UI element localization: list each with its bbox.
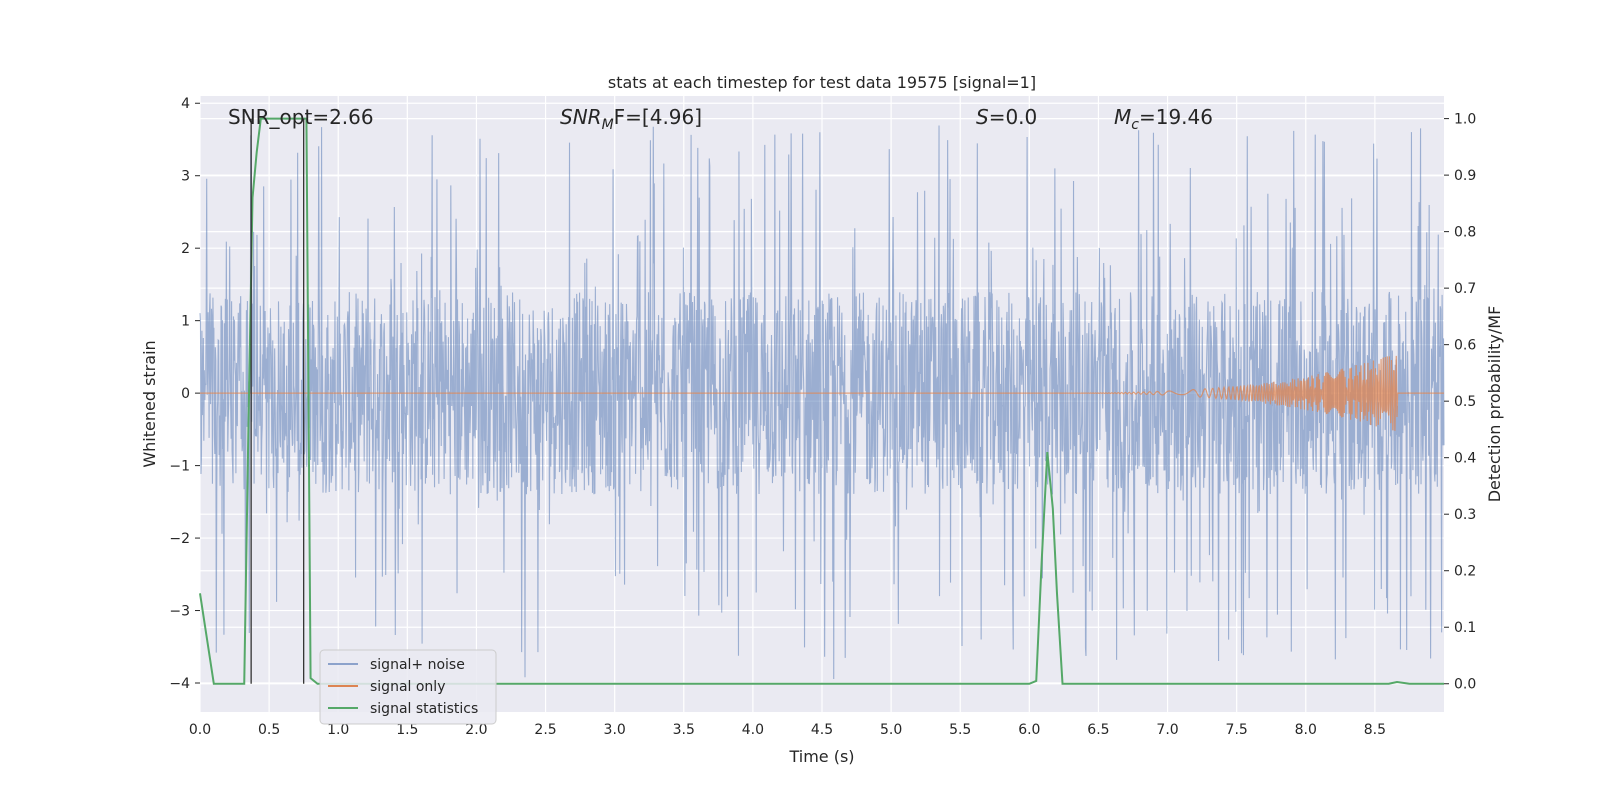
annotation-snr-opt: SNR_opt=2.66 — [228, 105, 374, 129]
x-tick-label: 6.5 — [1087, 722, 1109, 738]
y-tick-label: 4 — [181, 96, 190, 112]
x-tick-label: 7.5 — [1226, 722, 1248, 738]
y2-tick-label: 0.9 — [1454, 168, 1476, 184]
annotation-s-rest: =0.0 — [989, 105, 1038, 129]
series-signal-noise-line — [199, 125, 1445, 680]
y-tick-label: −2 — [169, 531, 190, 547]
annotation-snr-mf-rest: F=[4.96] — [614, 105, 702, 129]
x-tick-label: 8.5 — [1364, 722, 1386, 738]
legend-label-signal-only: signal only — [370, 679, 445, 695]
y2-tick-label: 0.8 — [1454, 225, 1476, 241]
series-signal-only-line — [200, 355, 1444, 431]
vertical-markers — [250, 118, 305, 684]
legend: signal+ noise signal only signal statist… — [319, 649, 497, 725]
x-tick-label: 2.0 — [465, 722, 487, 738]
annotation-mc-sub: c — [1131, 117, 1139, 133]
annotation-snr-mf-base: SNR — [560, 105, 602, 129]
annotation-mc-var: M — [1114, 105, 1131, 129]
legend-label-signal-statistics: signal statistics — [370, 701, 478, 717]
x-tick-label: 7.0 — [1156, 722, 1178, 738]
x-tick-label: 8.0 — [1295, 722, 1317, 738]
y-tick-label: 0 — [181, 386, 190, 402]
x-tick-label: 5.0 — [880, 722, 902, 738]
y2-tick-label: 0.6 — [1454, 338, 1476, 354]
y2-tick-label: 0.1 — [1454, 620, 1476, 636]
x-axis-label: Time (s) — [788, 747, 854, 766]
y2-tick-label: 0.0 — [1454, 677, 1476, 693]
y2-axis-label: Detection probability/MF — [1485, 306, 1504, 503]
annotation-mc-rest: =19.46 — [1139, 105, 1213, 129]
series-layer — [199, 117, 1445, 685]
y2-tick-label: 0.4 — [1454, 451, 1476, 467]
y2-tick-label: 0.3 — [1454, 507, 1476, 523]
annotation-snr-mf-sub: M — [602, 117, 614, 133]
x-tick-label: 0.5 — [258, 722, 280, 738]
x-tick-label: 1.0 — [327, 722, 349, 738]
chart-title: stats at each timestep for test data 195… — [608, 73, 1036, 92]
y2-tick-labels: 1.0 0.9 0.8 0.7 0.6 0.5 0.4 0.3 0.2 0.1 0.0 — [1444, 112, 1476, 693]
x-tick-labels: 0.0 0.5 1.0 1.5 2.0 2.5 3.0 3.5 4.0 4.5 5.0 5.5 6.0 6… — [189, 722, 1386, 738]
annotation-mc: Mc=19.46 — [1114, 105, 1213, 133]
y-tick-label: −3 — [169, 604, 190, 620]
x-tick-label: 2.5 — [534, 722, 556, 738]
y2-tick-label: 0.7 — [1454, 281, 1476, 297]
x-tick-label: 0.0 — [189, 722, 211, 738]
x-tick-label: 4.0 — [742, 722, 764, 738]
x-tick-label: 5.5 — [949, 722, 971, 738]
y-tick-label: 1 — [181, 314, 190, 330]
x-tick-label: 4.5 — [811, 722, 833, 738]
y-tick-label: −1 — [169, 459, 190, 475]
y-tick-labels: 4 3 2 1 0 −1 −2 −3 −4 — [169, 96, 200, 692]
y-tick-label: 3 — [181, 169, 190, 185]
annotation-s-var: S — [976, 105, 989, 129]
legend-box — [319, 649, 497, 725]
x-tick-label: 3.0 — [604, 722, 626, 738]
y-axis-label: Whitened strain — [140, 340, 159, 467]
y2-tick-label: 1.0 — [1454, 112, 1476, 128]
x-tick-label: 3.5 — [673, 722, 695, 738]
y-tick-label: −4 — [169, 676, 190, 692]
annotation-snr-mf: SNRMF=[4.96] — [560, 105, 702, 133]
series-signal-statistics-line — [199, 117, 1444, 685]
annotation-s: S=0.0 — [976, 105, 1037, 129]
x-tick-label: 1.5 — [396, 722, 418, 738]
y2-tick-label: 0.2 — [1454, 564, 1476, 580]
legend-label-signal-noise: signal+ noise — [370, 657, 465, 673]
y2-tick-label: 0.5 — [1454, 394, 1476, 410]
x-tick-label: 6.0 — [1018, 722, 1040, 738]
y-tick-label: 2 — [181, 241, 190, 257]
